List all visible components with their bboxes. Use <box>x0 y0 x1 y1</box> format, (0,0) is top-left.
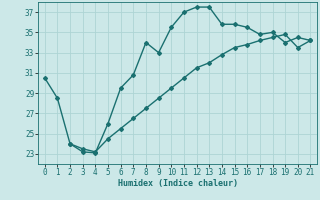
X-axis label: Humidex (Indice chaleur): Humidex (Indice chaleur) <box>118 179 238 188</box>
